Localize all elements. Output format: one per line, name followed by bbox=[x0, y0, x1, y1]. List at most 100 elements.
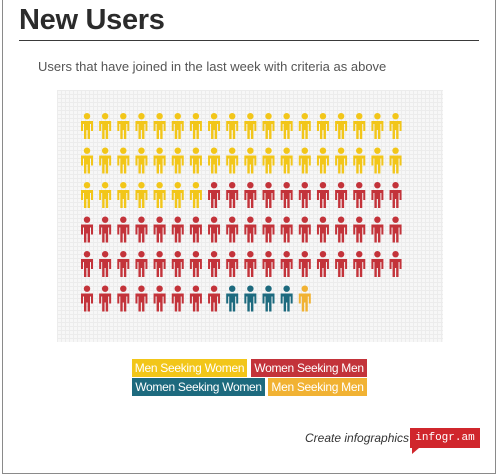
person-icon bbox=[244, 251, 257, 277]
person-icon bbox=[99, 182, 112, 208]
person-icon bbox=[81, 216, 93, 243]
person-icon bbox=[171, 147, 184, 174]
person-icon bbox=[208, 251, 221, 277]
person-icon bbox=[208, 285, 221, 312]
person-icon bbox=[280, 216, 293, 243]
person-icon bbox=[117, 113, 130, 139]
person-icon bbox=[135, 216, 148, 243]
person-icon bbox=[335, 251, 348, 277]
person-icon bbox=[208, 113, 221, 139]
person-icon bbox=[353, 251, 366, 277]
person-icon bbox=[389, 182, 402, 208]
person-icon bbox=[262, 251, 275, 277]
legend-men-seeking-women: Men Seeking Women bbox=[132, 359, 247, 377]
person-icon bbox=[262, 182, 275, 208]
person-icon bbox=[371, 113, 384, 139]
person-icon bbox=[81, 285, 93, 312]
person-icon bbox=[262, 147, 275, 174]
person-icon bbox=[153, 182, 166, 208]
person-icon bbox=[171, 285, 184, 312]
person-icon bbox=[208, 147, 221, 174]
person-icon bbox=[244, 216, 257, 243]
person-icon bbox=[316, 251, 329, 277]
person-icon bbox=[353, 182, 366, 208]
person-icon bbox=[226, 147, 239, 174]
person-icon bbox=[298, 113, 311, 139]
person-icon bbox=[298, 216, 311, 243]
person-icon bbox=[244, 182, 257, 208]
person-icon bbox=[99, 147, 112, 174]
person-icon bbox=[389, 113, 402, 139]
person-icon bbox=[316, 147, 329, 174]
person-icon bbox=[171, 216, 184, 243]
person-icon bbox=[389, 216, 402, 243]
infogram-badge[interactable]: infogr.am bbox=[410, 428, 480, 448]
person-icon bbox=[99, 216, 112, 243]
person-icon bbox=[117, 147, 130, 174]
person-icon bbox=[226, 251, 239, 277]
person-icon bbox=[298, 147, 311, 174]
person-icon bbox=[81, 147, 93, 174]
person-icon bbox=[117, 285, 130, 312]
person-icon bbox=[244, 147, 257, 174]
person-icon bbox=[335, 147, 348, 174]
person-icon bbox=[371, 147, 384, 174]
person-icon bbox=[262, 216, 275, 243]
person-icon bbox=[353, 216, 366, 243]
person-icon bbox=[244, 285, 257, 312]
create-infographics-link[interactable]: Create infographics bbox=[305, 431, 410, 445]
person-icon bbox=[81, 113, 93, 139]
person-icon bbox=[335, 182, 348, 208]
person-icon bbox=[244, 113, 257, 139]
person-icon bbox=[280, 251, 293, 277]
person-icon bbox=[81, 251, 93, 277]
person-icon bbox=[389, 251, 402, 277]
person-icon bbox=[135, 251, 148, 277]
person-icon bbox=[135, 113, 148, 139]
person-icon bbox=[99, 285, 112, 312]
person-icon bbox=[117, 216, 130, 243]
person-icon bbox=[171, 251, 184, 277]
person-icon bbox=[117, 182, 130, 208]
person-icon bbox=[298, 182, 311, 208]
person-icon bbox=[226, 285, 239, 312]
person-icon bbox=[371, 216, 384, 243]
person-icon bbox=[189, 251, 202, 277]
person-icon bbox=[335, 113, 348, 139]
badge-tail bbox=[412, 448, 419, 454]
person-icon bbox=[153, 285, 166, 312]
person-icon bbox=[153, 251, 166, 277]
person-icon bbox=[153, 216, 166, 243]
person-icon bbox=[353, 147, 366, 174]
person-icon bbox=[353, 113, 366, 139]
person-icon bbox=[280, 113, 293, 139]
person-icon bbox=[280, 285, 293, 312]
person-icon bbox=[226, 182, 239, 208]
person-icon bbox=[316, 216, 329, 243]
page-title: New Users bbox=[19, 4, 165, 36]
person-icon bbox=[81, 182, 93, 208]
person-icon bbox=[280, 147, 293, 174]
person-icon bbox=[99, 251, 112, 277]
person-icon bbox=[298, 285, 311, 312]
person-icon bbox=[135, 147, 148, 174]
person-icon bbox=[171, 182, 184, 208]
person-icon bbox=[189, 147, 202, 174]
legend-men-seeking-men: Men Seeking Men bbox=[268, 378, 367, 396]
person-icon bbox=[316, 113, 329, 139]
person-icon bbox=[208, 182, 221, 208]
person-icon bbox=[135, 285, 148, 312]
legend-women-seeking-women: Women Seeking Women bbox=[132, 378, 265, 396]
person-icon bbox=[371, 182, 384, 208]
legend-women-seeking-men: Women Seeking Men bbox=[251, 359, 367, 377]
title-divider bbox=[19, 40, 479, 41]
person-icon bbox=[335, 216, 348, 243]
person-icon bbox=[226, 113, 239, 139]
person-icon bbox=[262, 113, 275, 139]
person-icon bbox=[189, 285, 202, 312]
person-icon bbox=[153, 147, 166, 174]
person-icon bbox=[371, 251, 384, 277]
person-icon bbox=[117, 251, 130, 277]
person-icon bbox=[226, 216, 239, 243]
